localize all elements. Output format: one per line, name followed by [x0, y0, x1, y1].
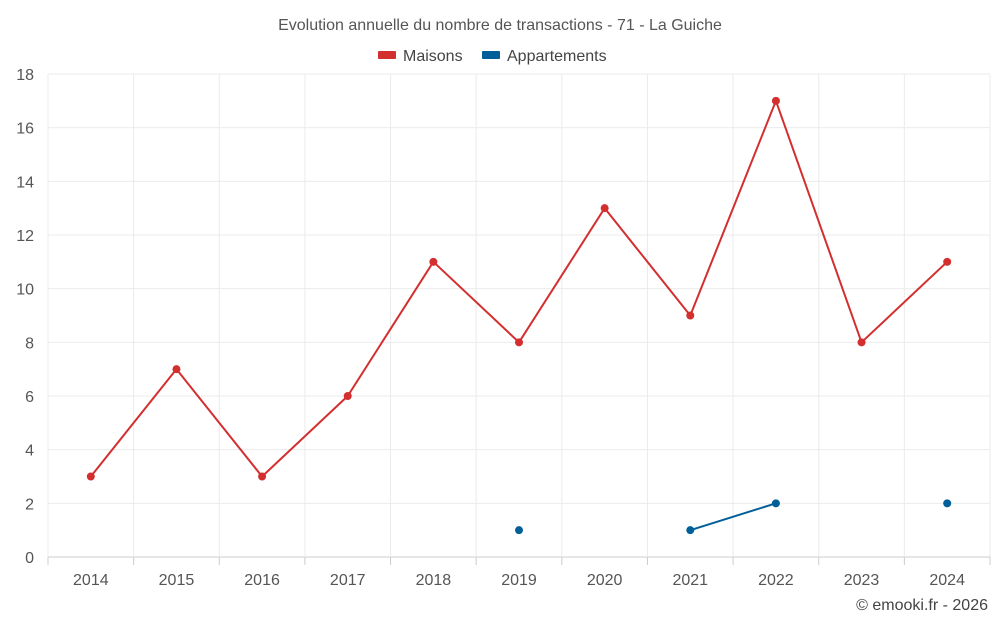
legend-label-maisons: Maisons — [403, 48, 463, 65]
x-tick-label: 2024 — [929, 572, 965, 589]
data-point-appartements[interactable] — [943, 499, 952, 508]
x-tick-label: 2016 — [244, 572, 280, 589]
grid-lines — [47, 73, 991, 565]
data-point-maisons[interactable] — [857, 338, 866, 347]
x-axis-ticks: 2014 2015 2016 2017 2018 2019 2020 2021 2022 2023… — [73, 572, 965, 589]
y-tick-label: 16 — [16, 121, 34, 138]
data-point-maisons[interactable] — [686, 311, 695, 320]
x-tick-label: 2018 — [416, 572, 452, 589]
data-point-maisons[interactable] — [343, 392, 352, 400]
data-point-maisons[interactable] — [429, 257, 438, 266]
x-tick-label: 2023 — [844, 572, 880, 589]
y-tick-label: 4 — [25, 443, 34, 460]
x-tick-label: 2015 — [159, 572, 195, 589]
x-tick-label: 2020 — [587, 572, 623, 589]
y-axis-ticks: 0 2 4 6 8 10 12 14 16 18 — [16, 67, 34, 567]
y-tick-label: 12 — [16, 228, 34, 245]
legend-swatch-appartements — [482, 51, 500, 59]
data-point-appartements[interactable] — [686, 526, 695, 535]
legend-label-appartements: Appartements — [507, 48, 607, 65]
data-point-appartements[interactable] — [515, 526, 523, 535]
series-layer — [86, 96, 952, 535]
data-point-maisons[interactable] — [172, 365, 181, 374]
data-point-maisons[interactable] — [771, 96, 780, 105]
y-tick-label: 18 — [16, 67, 34, 84]
data-point-maisons[interactable] — [600, 204, 609, 213]
data-point-maisons[interactable] — [86, 472, 95, 481]
data-point-maisons[interactable] — [258, 472, 267, 481]
y-tick-label: 6 — [25, 389, 34, 406]
y-tick-label: 8 — [25, 335, 34, 352]
data-point-appartements[interactable] — [771, 499, 780, 508]
x-tick-label: 2021 — [672, 572, 708, 589]
x-tick-label: 2017 — [330, 572, 366, 589]
x-tick-label: 2019 — [501, 572, 537, 589]
y-tick-label: 14 — [16, 174, 34, 191]
x-tick-label: 2014 — [73, 572, 109, 589]
legend-swatch-maisons — [378, 51, 396, 59]
y-tick-label: 10 — [16, 282, 34, 299]
x-tick-label: 2022 — [758, 572, 794, 589]
credit-text: © emooki.fr - 2026 — [856, 597, 988, 614]
legend: Maisons Appartements — [378, 48, 607, 65]
legend-item-maisons[interactable]: Maisons — [378, 48, 463, 65]
data-point-maisons[interactable] — [943, 257, 952, 266]
data-point-maisons[interactable] — [515, 338, 523, 347]
y-tick-label: 0 — [25, 550, 34, 567]
y-tick-label: 2 — [25, 496, 34, 513]
series-line-appartements — [689, 502, 777, 532]
chart-title: Evolution annuelle du nombre de transact… — [278, 17, 722, 34]
legend-item-appartements[interactable]: Appartements — [482, 48, 607, 65]
